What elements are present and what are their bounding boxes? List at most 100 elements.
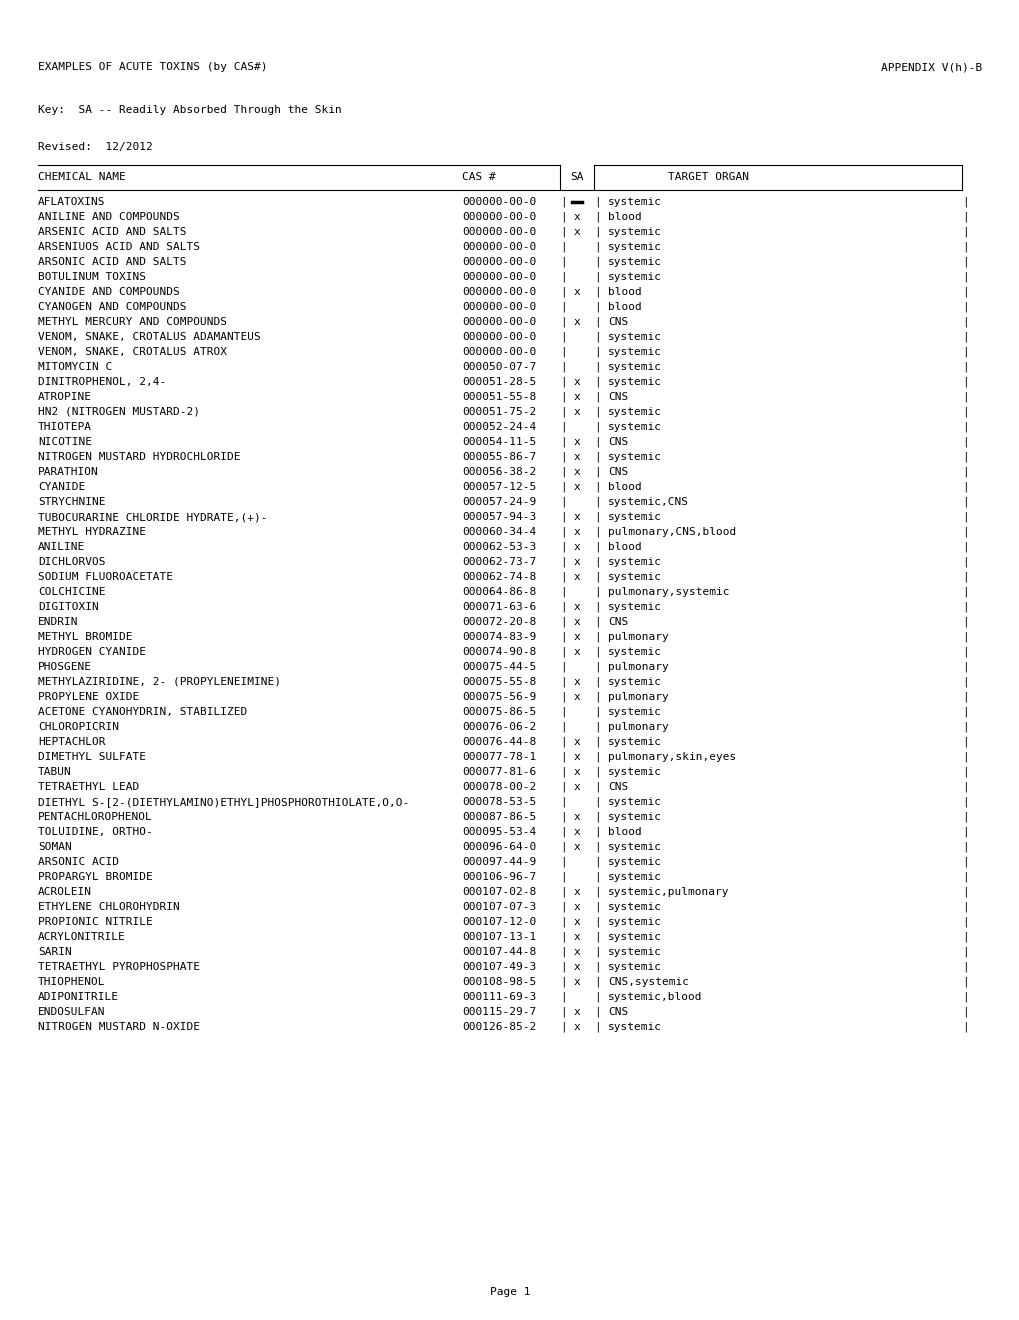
Text: |: |	[961, 722, 968, 733]
Text: |: |	[593, 512, 600, 523]
Text: 000106-96-7: 000106-96-7	[462, 873, 536, 882]
Text: systemic: systemic	[607, 1022, 661, 1032]
Text: |: |	[593, 331, 600, 342]
Text: |: |	[593, 737, 600, 747]
Text: |: |	[961, 347, 968, 358]
Text: blood: blood	[607, 286, 641, 297]
Text: |: |	[593, 602, 600, 612]
Text: 000107-13-1: 000107-13-1	[462, 932, 536, 942]
Text: 000000-00-0: 000000-00-0	[462, 227, 536, 238]
Text: |: |	[559, 197, 567, 207]
Text: 000050-07-7: 000050-07-7	[462, 362, 536, 372]
Text: x: x	[573, 602, 580, 612]
Text: CNS: CNS	[607, 392, 628, 403]
Text: 000075-86-5: 000075-86-5	[462, 708, 536, 717]
Text: 000060-34-4: 000060-34-4	[462, 527, 536, 537]
Text: 000111-69-3: 000111-69-3	[462, 993, 536, 1002]
Text: |: |	[961, 632, 968, 643]
Text: |: |	[559, 317, 567, 327]
Text: |: |	[961, 422, 968, 432]
Text: 000107-02-8: 000107-02-8	[462, 887, 536, 898]
Text: |: |	[559, 857, 567, 867]
Text: 000107-07-3: 000107-07-3	[462, 902, 536, 912]
Text: x: x	[573, 616, 580, 627]
Text: systemic: systemic	[607, 257, 661, 267]
Text: x: x	[573, 887, 580, 898]
Text: systemic: systemic	[607, 932, 661, 942]
Text: |: |	[961, 887, 968, 898]
Text: |: |	[961, 602, 968, 612]
Text: systemic: systemic	[607, 873, 661, 882]
Text: systemic: systemic	[607, 842, 661, 851]
Text: CHEMICAL NAME: CHEMICAL NAME	[38, 172, 125, 182]
Text: |: |	[961, 661, 968, 672]
Text: CNS: CNS	[607, 317, 628, 327]
Text: |: |	[961, 407, 968, 417]
Text: ARSONIC ACID: ARSONIC ACID	[38, 857, 119, 867]
Text: |: |	[593, 917, 600, 927]
Text: x: x	[573, 828, 580, 837]
Text: 000074-83-9: 000074-83-9	[462, 632, 536, 642]
Text: |: |	[593, 616, 600, 627]
Text: |: |	[593, 752, 600, 762]
Text: systemic: systemic	[607, 422, 661, 432]
Text: STRYCHNINE: STRYCHNINE	[38, 498, 105, 507]
Text: |: |	[559, 482, 567, 492]
Text: |: |	[961, 376, 968, 387]
Text: |: |	[593, 826, 600, 837]
Text: |: |	[559, 737, 567, 747]
Text: 000000-00-0: 000000-00-0	[462, 302, 536, 312]
Text: |: |	[961, 932, 968, 942]
Text: 000126-85-2: 000126-85-2	[462, 1022, 536, 1032]
Text: |: |	[593, 392, 600, 403]
Text: |: |	[559, 422, 567, 432]
Text: |: |	[593, 407, 600, 417]
Text: 000056-38-2: 000056-38-2	[462, 467, 536, 477]
Text: 000074-90-8: 000074-90-8	[462, 647, 536, 657]
Text: |: |	[961, 1007, 968, 1018]
Text: systemic,blood: systemic,blood	[607, 993, 702, 1002]
Text: HYDROGEN CYANIDE: HYDROGEN CYANIDE	[38, 647, 146, 657]
Text: |: |	[961, 977, 968, 987]
Text: 000000-00-0: 000000-00-0	[462, 242, 536, 252]
Text: |: |	[961, 1022, 968, 1032]
Text: |: |	[559, 692, 567, 702]
Text: CNS: CNS	[607, 616, 628, 627]
Text: x: x	[573, 917, 580, 927]
Text: |: |	[961, 587, 968, 597]
Text: systemic: systemic	[607, 512, 661, 521]
Text: Revised:  12/2012: Revised: 12/2012	[38, 143, 153, 152]
Text: x: x	[573, 437, 580, 447]
Text: TABUN: TABUN	[38, 767, 71, 777]
Text: x: x	[573, 932, 580, 942]
Text: |: |	[559, 527, 567, 537]
Text: blood: blood	[607, 213, 641, 222]
Text: |: |	[961, 647, 968, 657]
Text: |: |	[559, 437, 567, 447]
Text: |: |	[559, 647, 567, 657]
Text: ACROLEIN: ACROLEIN	[38, 887, 92, 898]
Text: |: |	[559, 376, 567, 387]
Text: METHYL HYDRAZINE: METHYL HYDRAZINE	[38, 527, 146, 537]
Text: x: x	[573, 632, 580, 642]
Text: systemic: systemic	[607, 647, 661, 657]
Text: CNS: CNS	[607, 1007, 628, 1016]
Text: |: |	[559, 797, 567, 808]
Text: 000051-75-2: 000051-75-2	[462, 407, 536, 417]
Text: |: |	[961, 512, 968, 523]
Text: 000051-55-8: 000051-55-8	[462, 392, 536, 403]
Text: |: |	[559, 587, 567, 597]
Text: |: |	[559, 661, 567, 672]
Text: CNS: CNS	[607, 467, 628, 477]
Text: x: x	[573, 482, 580, 492]
Text: systemic: systemic	[607, 902, 661, 912]
Text: systemic: systemic	[607, 378, 661, 387]
Text: |: |	[559, 541, 567, 552]
Text: 000057-12-5: 000057-12-5	[462, 482, 536, 492]
Text: APPENDIX V(h)-B: APPENDIX V(h)-B	[879, 62, 981, 73]
Text: blood: blood	[607, 828, 641, 837]
Text: 000000-00-0: 000000-00-0	[462, 286, 536, 297]
Text: 000000-00-0: 000000-00-0	[462, 317, 536, 327]
Text: systemic: systemic	[607, 333, 661, 342]
Text: |: |	[559, 257, 567, 267]
